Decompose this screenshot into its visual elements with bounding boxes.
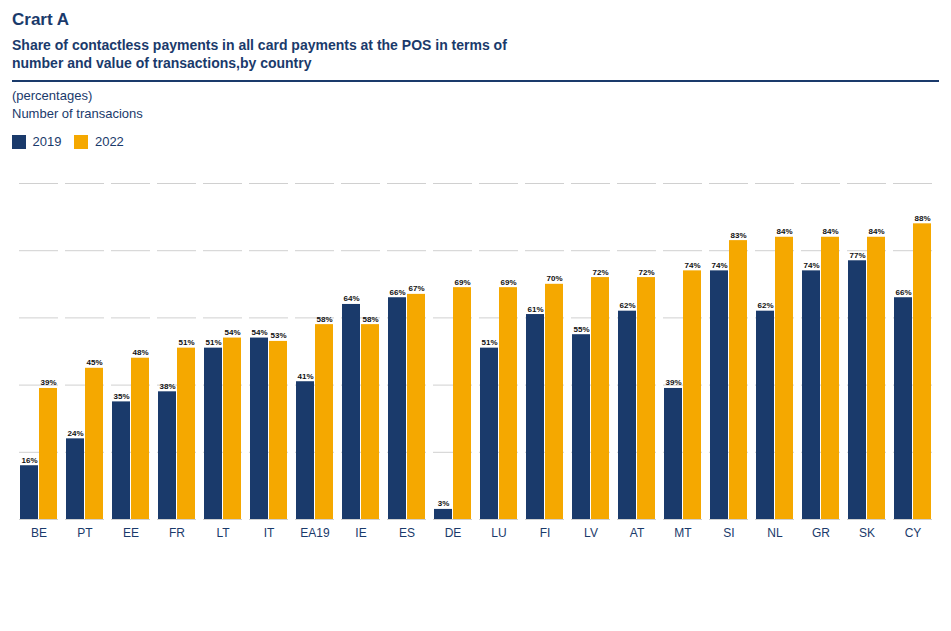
svg-text:EA19: EA19 [300, 526, 330, 540]
svg-text:77%: 77% [849, 251, 865, 260]
svg-text:ES: ES [399, 526, 415, 540]
svg-text:EE: EE [123, 526, 139, 540]
html-text:(percentages): (percentages) [12, 88, 93, 104]
svg-text:74%: 74% [711, 261, 727, 270]
svg-text:64%: 64% [343, 294, 359, 303]
svg-text:3%: 3% [438, 499, 450, 508]
svg-text:72%: 72% [592, 267, 608, 276]
svg-text:48%: 48% [132, 348, 148, 357]
svg-text:61%: 61% [527, 304, 543, 313]
svg-text:FI: FI [540, 526, 551, 540]
svg-text:69%: 69% [500, 278, 516, 287]
svg-text:PT: PT [77, 526, 93, 540]
svg-text:LU: LU [491, 526, 506, 540]
svg-text:66%: 66% [895, 288, 911, 297]
svg-text:84%: 84% [822, 227, 838, 236]
html-text:2022: 2022 [94, 134, 124, 150]
svg-text:45%: 45% [86, 358, 102, 367]
svg-text:LV: LV [584, 526, 598, 540]
svg-text:84%: 84% [868, 227, 884, 236]
svg-text:39%: 39% [40, 378, 56, 387]
svg-text:62%: 62% [619, 301, 635, 310]
svg-text:41%: 41% [297, 372, 313, 381]
svg-text:70%: 70% [546, 274, 562, 283]
html-text:Share of contactless payments: Share of contactless payments in all car… [12, 37, 507, 72]
svg-text:CY: CY [905, 526, 922, 540]
svg-text:IT: IT [264, 526, 275, 540]
svg-text:74%: 74% [803, 261, 819, 270]
svg-text:88%: 88% [914, 214, 930, 223]
svg-text:69%: 69% [454, 278, 470, 287]
svg-text:66%: 66% [389, 288, 405, 297]
svg-text:BE: BE [31, 526, 47, 540]
svg-text:SK: SK [859, 526, 875, 540]
svg-text:24%: 24% [67, 429, 83, 438]
svg-text:51%: 51% [178, 338, 194, 347]
svg-text:IE: IE [355, 526, 366, 540]
svg-text:AT: AT [630, 526, 645, 540]
svg-text:LT: LT [216, 526, 230, 540]
svg-text:84%: 84% [776, 227, 792, 236]
svg-text:NL: NL [767, 526, 783, 540]
html-text:2019: 2019 [32, 134, 62, 150]
svg-text:72%: 72% [638, 267, 654, 276]
svg-text:53%: 53% [270, 331, 286, 340]
html-text:Number of transacions: Number of transacions [12, 106, 143, 122]
svg-text:55%: 55% [573, 325, 589, 334]
svg-text:58%: 58% [362, 314, 378, 323]
svg-text:SI: SI [723, 526, 734, 540]
svg-text:FR: FR [169, 526, 185, 540]
svg-text:GR: GR [812, 526, 830, 540]
svg-text:51%: 51% [481, 338, 497, 347]
svg-text:54%: 54% [224, 328, 240, 337]
svg-text:DE: DE [445, 526, 462, 540]
svg-text:58%: 58% [316, 314, 332, 323]
svg-text:54%: 54% [251, 328, 267, 337]
svg-text:62%: 62% [757, 301, 773, 310]
html-text:Crart A: Crart A [12, 10, 69, 29]
svg-text:51%: 51% [205, 338, 221, 347]
svg-text:74%: 74% [684, 261, 700, 270]
svg-text:MT: MT [674, 526, 692, 540]
svg-text:16%: 16% [21, 456, 37, 465]
svg-text:35%: 35% [113, 392, 129, 401]
svg-text:67%: 67% [408, 284, 424, 293]
svg-text:38%: 38% [159, 382, 175, 391]
svg-text:39%: 39% [665, 378, 681, 387]
svg-text:83%: 83% [730, 230, 746, 239]
